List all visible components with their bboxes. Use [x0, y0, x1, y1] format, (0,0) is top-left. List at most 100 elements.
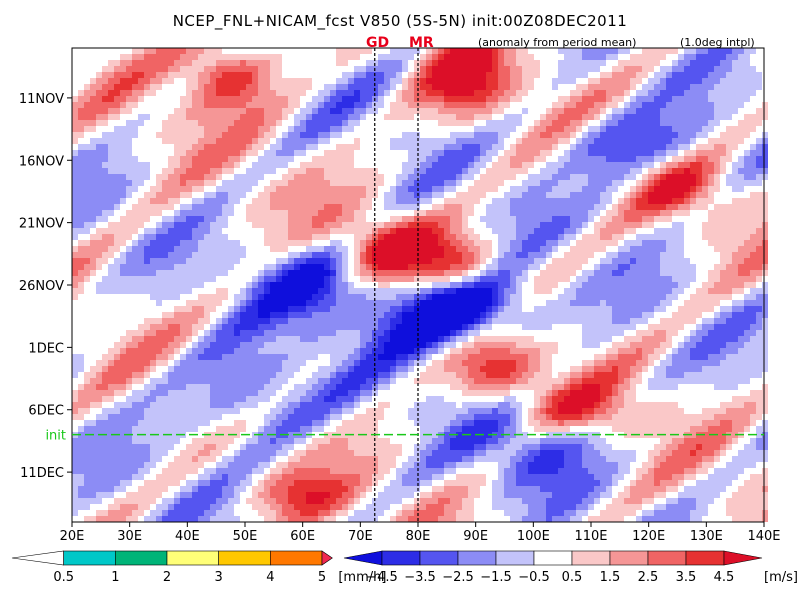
anomaly-cell [456, 228, 462, 234]
anomaly-cell [180, 354, 186, 360]
marker-mr: MR [409, 35, 434, 51]
anomaly-cell [444, 66, 450, 72]
anomaly-cell [348, 306, 354, 312]
anomaly-cell [756, 138, 762, 144]
anomaly-cell [156, 72, 162, 78]
anomaly-cell [162, 288, 168, 294]
anomaly-cell [666, 288, 672, 294]
anomaly-cell [312, 96, 318, 102]
anomaly-cell [204, 270, 210, 276]
anomaly-cell [108, 240, 114, 246]
anomaly-cell [276, 138, 282, 144]
anomaly-cell [516, 144, 522, 150]
anomaly-cell [204, 156, 210, 162]
anomaly-cell [426, 324, 432, 330]
anomaly-cell [282, 192, 288, 198]
anomaly-cell [528, 252, 534, 258]
anomaly-cell [336, 96, 342, 102]
anomaly-cell [720, 114, 726, 120]
anomaly-cell [414, 288, 420, 294]
anomaly-cell [564, 180, 570, 186]
anomaly-cell [720, 348, 726, 354]
anomaly-cell [516, 120, 522, 126]
anomaly-cell [684, 156, 690, 162]
anomaly-cell [732, 84, 738, 90]
anomaly-cell [444, 186, 450, 192]
anomaly-cell [276, 180, 282, 186]
anomaly-cell [546, 312, 552, 318]
anomaly-cell [594, 204, 600, 210]
anomaly-cell [216, 246, 222, 252]
anomaly-cell [348, 216, 354, 222]
anomaly-cell [78, 90, 84, 96]
anomaly-cell [336, 324, 342, 330]
anomaly-cell [642, 180, 648, 186]
anomaly-cell [690, 78, 696, 84]
anomaly-cell [222, 186, 228, 192]
anomaly-cell [360, 294, 366, 300]
anomaly-cell [738, 186, 744, 192]
anomaly-cell [606, 264, 612, 270]
anomaly-cell [138, 210, 144, 216]
anomaly-cell [222, 90, 228, 96]
anomaly-cell [456, 282, 462, 288]
anomaly-cell [180, 174, 186, 180]
anomaly-cell [366, 228, 372, 234]
anomaly-cell [510, 240, 516, 246]
anomaly-cell [150, 228, 156, 234]
anomaly-cell [486, 222, 492, 228]
anomaly-cell [474, 150, 480, 156]
anomaly-cell [132, 228, 138, 234]
anomaly-cell [480, 246, 486, 252]
anomaly-cell [318, 156, 324, 162]
anomaly-cell [384, 192, 390, 198]
anomaly-cell [720, 84, 726, 90]
anomaly-cell [738, 174, 744, 180]
anomaly-cell [720, 228, 726, 234]
anomaly-cell [582, 90, 588, 96]
anomaly-cell [456, 210, 462, 216]
anomaly-cell [348, 144, 354, 150]
anomaly-cell [312, 144, 318, 150]
anomaly-cell [132, 90, 138, 96]
anomaly-cell [516, 54, 522, 60]
anomaly-cell [498, 180, 504, 186]
anomaly-cell [414, 198, 420, 204]
anomaly-cell [138, 90, 144, 96]
anomaly-cell [186, 156, 192, 162]
anomaly-cell [192, 114, 198, 120]
anomaly-cell [96, 210, 102, 216]
anomaly-cell [426, 258, 432, 264]
anomaly-cell [300, 126, 306, 132]
anomaly-cell [606, 240, 612, 246]
anomaly-cell [270, 270, 276, 276]
anomaly-cell [450, 258, 456, 264]
anomaly-cell [132, 132, 138, 138]
anomaly-cell [432, 318, 438, 324]
anomaly-cell [264, 276, 270, 282]
anomaly-cell [312, 354, 318, 360]
anomaly-cell [102, 162, 108, 168]
anomaly-cell [696, 300, 702, 306]
anomaly-cell [420, 348, 426, 354]
anomaly-cell [120, 132, 126, 138]
anomaly-cell [456, 54, 462, 60]
anomaly-cell [450, 354, 456, 360]
anomaly-cell [390, 222, 396, 228]
anomaly-cell [438, 246, 444, 252]
anomaly-cell [594, 66, 600, 72]
anomaly-cell [402, 288, 408, 294]
anomaly-cell [600, 240, 606, 246]
anomaly-cell [456, 108, 462, 114]
anomaly-cell [684, 60, 690, 66]
anomaly-cell [444, 306, 450, 312]
anomaly-cell [276, 306, 282, 312]
anomaly-cell [252, 126, 258, 132]
anomaly-cell [516, 222, 522, 228]
anomaly-cell [498, 96, 504, 102]
anomaly-cell [114, 192, 120, 198]
anomaly-cell [522, 90, 528, 96]
anomaly-cell [96, 114, 102, 120]
anomaly-cell [120, 54, 126, 60]
anomaly-cell [498, 360, 504, 366]
